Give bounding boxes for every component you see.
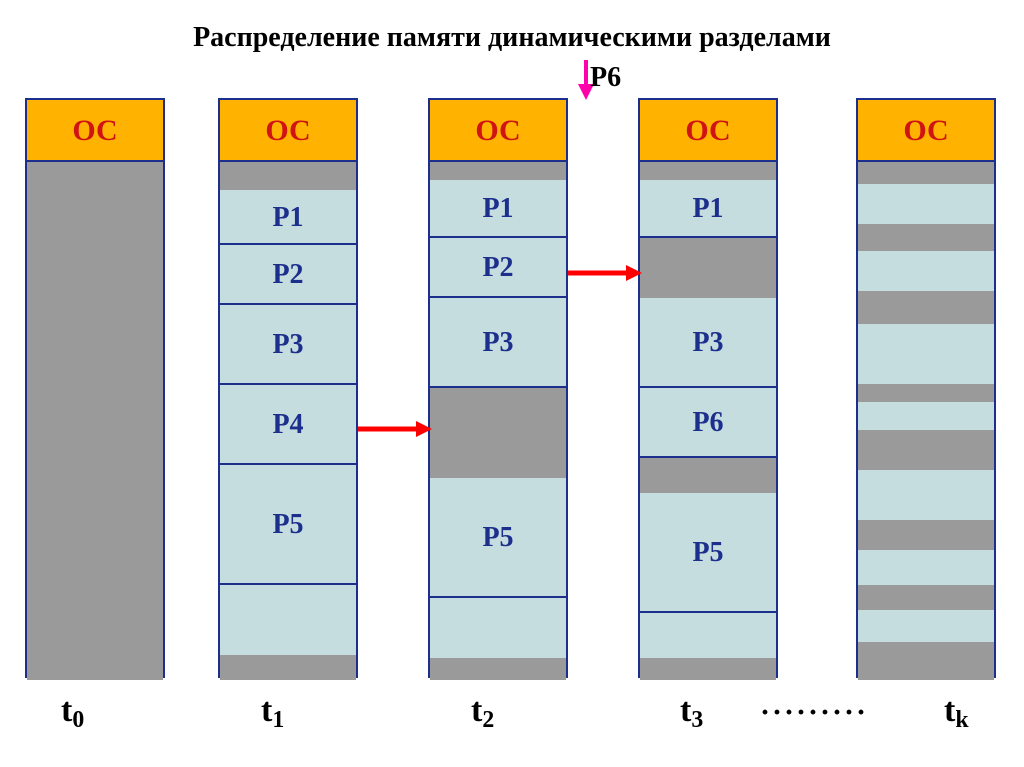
process-segment [430,598,566,658]
process-segment: P1 [640,180,776,238]
free-segment [858,162,994,184]
process-segment [858,470,994,520]
free-segment [430,388,566,478]
free-segment [220,655,356,680]
process-segment: P1 [220,190,356,245]
memory-column-3: ОС P1 P3P6 P5 [638,98,778,678]
process-segment: P4 [220,385,356,465]
arrow-p4-removed-icon [358,415,432,448]
process-segment [858,550,994,585]
p6-incoming-label: P6 [590,62,621,94]
time-label-k: tk [944,692,969,730]
free-segment [430,658,566,680]
free-segment [858,224,994,251]
memory-column-4: ОС [856,98,996,678]
process-segment [858,251,994,291]
diagram-title: Распределение памяти динамическими разде… [0,22,1024,54]
process-segment: P6 [640,388,776,458]
free-segment [640,658,776,680]
os-segment: ОС [640,100,776,162]
os-segment: ОС [220,100,356,162]
free-segment [858,291,994,324]
free-segment [640,162,776,180]
memory-column-0: ОС [25,98,165,678]
process-segment: P2 [220,245,356,305]
process-segment: P1 [430,180,566,238]
process-segment [858,324,994,384]
time-label-0: t0 [61,692,84,730]
process-segment: P5 [640,493,776,613]
memory-column-1: ОС P1P2P3P4P5 [218,98,358,678]
os-segment: ОС [858,100,994,162]
free-segment [858,430,994,470]
process-segment: P2 [430,238,566,298]
free-segment [27,162,163,680]
os-segment: ОС [27,100,163,162]
free-segment [858,520,994,550]
process-segment: P3 [430,298,566,388]
free-segment [640,458,776,493]
timeline-ellipsis: ········· [760,696,868,730]
process-segment: P3 [220,305,356,385]
os-segment: ОС [430,100,566,162]
time-label-1: t1 [261,692,284,730]
process-segment [640,613,776,658]
free-segment [640,238,776,298]
arrow-p2-removed-icon [568,259,642,292]
free-segment [858,585,994,610]
free-segment [430,162,566,180]
process-segment [858,610,994,642]
free-segment [858,642,994,680]
process-segment: P5 [220,465,356,585]
process-segment: P5 [430,478,566,598]
process-segment [858,402,994,430]
time-label-3: t3 [680,692,703,730]
process-segment [858,184,994,224]
diagram-stage: Распределение памяти динамическими разде… [0,0,1024,767]
free-segment [858,384,994,402]
process-segment: P3 [640,298,776,388]
memory-column-2: ОС P1P2P3 P5 [428,98,568,678]
process-segment [220,585,356,655]
time-label-2: t2 [471,692,494,730]
free-segment [220,162,356,190]
